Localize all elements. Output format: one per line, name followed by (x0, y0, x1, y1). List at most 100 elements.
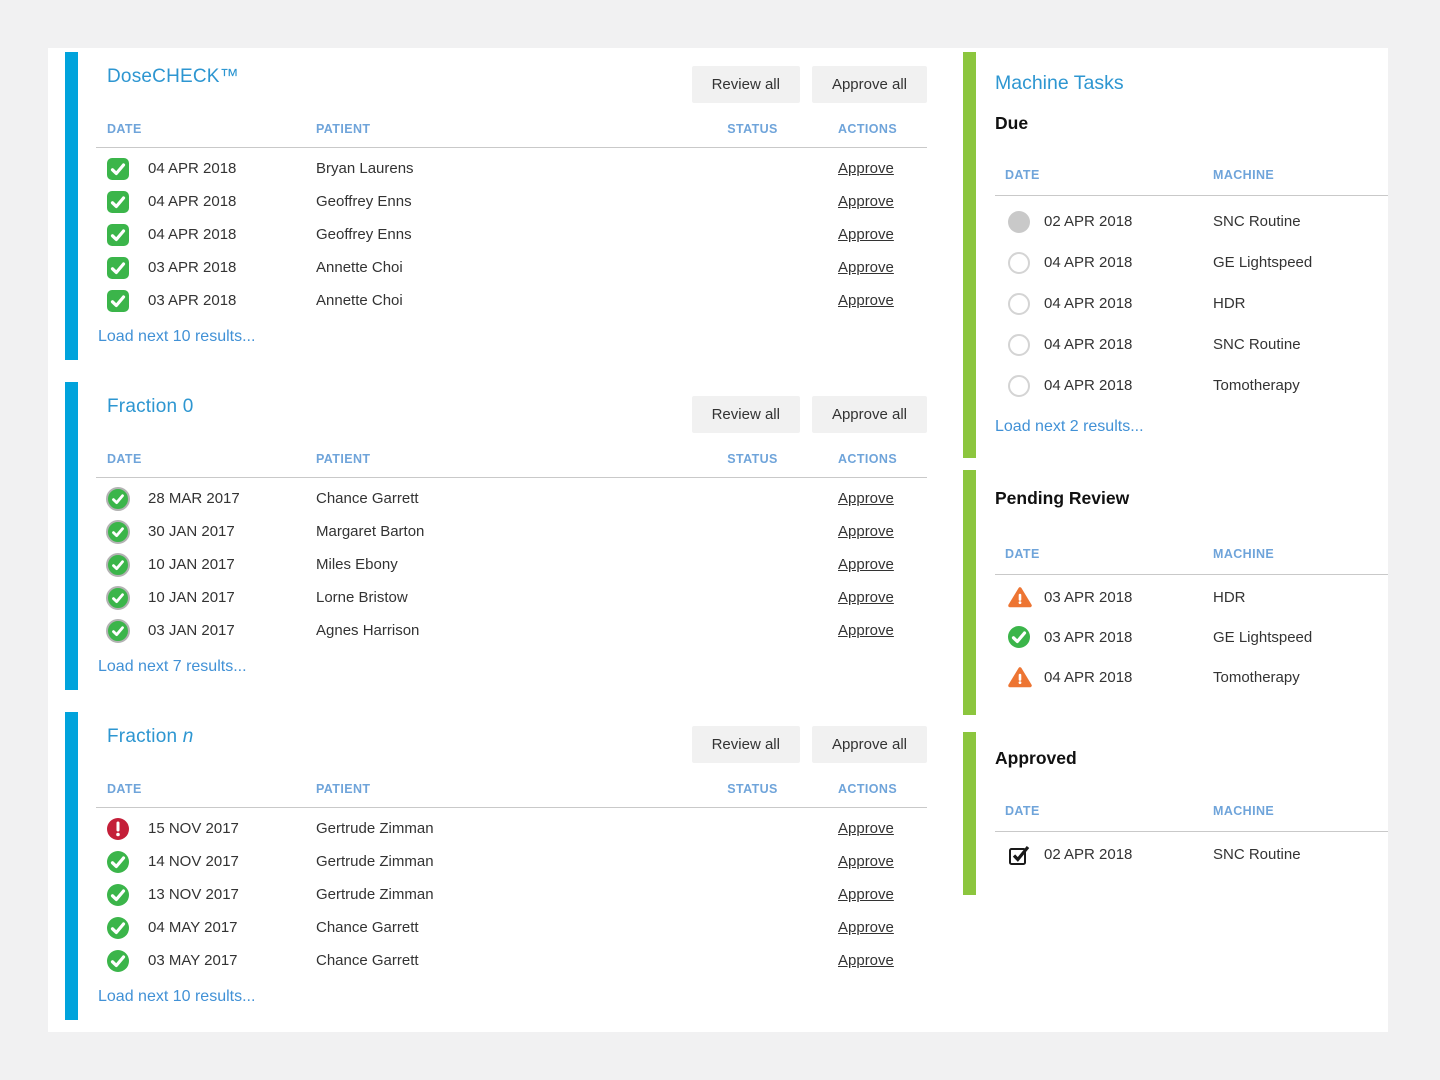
table-row: 02 APR 2018 SNC Routine (995, 201, 1388, 242)
approve-all-button[interactable]: Approve all (811, 66, 927, 103)
row-date: 04 MAY 2017 (148, 919, 238, 936)
check-circle-icon (107, 949, 129, 972)
check-square-icon (107, 190, 129, 213)
machine-tasks-title: Machine Tasks (995, 72, 1124, 94)
ringed-check-circle-icon (106, 519, 130, 544)
table-body: 02 APR 2018 SNC Routine 04 APR 2018 GE L… (995, 201, 1388, 406)
row-date: 03 APR 2018 (148, 292, 237, 309)
column-header-actions: ACTIONS (838, 122, 898, 136)
check-square-icon (107, 157, 129, 180)
row-patient: Miles Ebony (316, 556, 398, 573)
check-circle-icon (1008, 626, 1030, 648)
load-more-link[interactable]: Load next 10 results... (98, 328, 256, 345)
row-machine: SNC Routine (1213, 213, 1301, 230)
approve-link[interactable]: Approve (838, 853, 894, 870)
error-circle-icon (107, 817, 129, 840)
table-header: DATE PATIENT STATUS ACTIONS (107, 452, 927, 466)
header-divider (96, 477, 927, 478)
page-title: DoseCHECK™ (107, 66, 239, 88)
filled-circle-icon[interactable] (1008, 210, 1030, 233)
table-header: DATE MACHINE (1005, 804, 1388, 818)
row-patient: Gertrude Zimman (316, 886, 434, 903)
approve-link[interactable]: Approve (838, 523, 894, 540)
header-divider (995, 831, 1388, 832)
table-header: DATE PATIENT STATUS ACTIONS (107, 782, 927, 796)
row-date: 10 JAN 2017 (148, 556, 235, 573)
row-patient: Annette Choi (316, 292, 403, 309)
column-header-date: DATE (107, 452, 142, 466)
table-row: 04 APR 2018 GE Lightspeed (995, 242, 1388, 283)
row-date: 04 APR 2018 (1044, 377, 1133, 394)
table-row: 04 APR 2018 Bryan Laurens Approve (107, 152, 927, 185)
header-divider (995, 195, 1388, 196)
review-all-button[interactable]: Review all (691, 726, 800, 763)
approve-link[interactable]: Approve (838, 292, 894, 309)
approve-link[interactable]: Approve (838, 952, 894, 969)
approve-link[interactable]: Approve (838, 622, 894, 639)
panel-dosecheck: DoseCHECK™ Review all Approve all DATE P… (65, 52, 927, 360)
row-machine: HDR (1213, 588, 1246, 606)
row-machine: GE Lightspeed (1213, 254, 1313, 271)
review-all-button[interactable]: Review all (691, 66, 800, 103)
check-circle-icon (107, 916, 129, 939)
load-more-link[interactable]: Load next 7 results... (98, 658, 247, 675)
check-circle-icon (107, 883, 129, 906)
column-header-patient: PATIENT (316, 122, 371, 136)
ringed-check-circle-icon (106, 618, 130, 643)
panel-actions: Review all Approve all (691, 66, 927, 103)
table-row: 14 NOV 2017 Gertrude Zimman Approve (107, 845, 927, 878)
empty-circle-icon[interactable] (1008, 333, 1030, 356)
ringed-check-circle-icon (106, 585, 130, 610)
table-row: 03 MAY 2017 Chance Garrett Approve (107, 944, 927, 977)
load-more-link[interactable]: Load next 10 results... (98, 988, 256, 1005)
column-header-patient: PATIENT (316, 782, 371, 796)
table-row: 04 APR 2018 HDR (995, 283, 1388, 324)
column-header-patient: PATIENT (316, 452, 371, 466)
table-body: 03 APR 2018 HDR 03 APR 2018 GE Lightspee… (995, 577, 1388, 697)
approve-link[interactable]: Approve (838, 820, 894, 837)
column-header-machine: MACHINE (1213, 547, 1275, 561)
approve-link[interactable]: Approve (838, 193, 894, 210)
column-header-date: DATE (107, 782, 142, 796)
approve-all-button[interactable]: Approve all (811, 726, 927, 763)
column-header-status: STATUS (727, 452, 778, 466)
table-body: 28 MAR 2017 Chance Garrett Approve 30 JA… (106, 482, 927, 647)
load-more-link[interactable]: Load next 2 results... (995, 418, 1144, 435)
empty-circle-icon[interactable] (1008, 292, 1030, 315)
row-date: 04 APR 2018 (148, 193, 237, 210)
row-date: 04 APR 2018 (1044, 336, 1133, 353)
approve-link[interactable]: Approve (838, 490, 894, 507)
approve-link[interactable]: Approve (838, 886, 894, 903)
row-date: 04 APR 2018 (148, 160, 237, 177)
approve-link[interactable]: Approve (838, 556, 894, 573)
row-patient: Annette Choi (316, 259, 403, 276)
panel-title-text: DoseCHECK™ (107, 66, 239, 87)
column-header-actions: ACTIONS (838, 452, 898, 466)
row-machine: Tomotherapy (1213, 668, 1300, 686)
row-date: 04 APR 2018 (1044, 668, 1133, 686)
table-body: 04 APR 2018 Bryan Laurens Approve 04 APR… (107, 152, 927, 317)
review-all-button[interactable]: Review all (691, 396, 800, 433)
empty-circle-icon[interactable] (1008, 374, 1030, 397)
approve-all-button[interactable]: Approve all (811, 396, 927, 433)
approve-link[interactable]: Approve (838, 160, 894, 177)
column-header-actions: ACTIONS (838, 782, 898, 796)
table-row: 30 JAN 2017 Margaret Barton Approve (106, 515, 927, 548)
approve-link[interactable]: Approve (838, 919, 894, 936)
table-row: 28 MAR 2017 Chance Garrett Approve (106, 482, 927, 515)
table-row: 03 APR 2018 Annette Choi Approve (107, 284, 927, 317)
check-square-icon (107, 289, 129, 312)
check-square-icon (107, 223, 129, 246)
column-header-date: DATE (1005, 168, 1040, 182)
approve-link[interactable]: Approve (838, 226, 894, 243)
empty-circle-icon[interactable] (1008, 251, 1030, 274)
row-date: 03 APR 2018 (148, 259, 237, 276)
table-row: 10 JAN 2017 Lorne Bristow Approve (106, 581, 927, 614)
row-date: 02 APR 2018 (1044, 213, 1133, 230)
column-header-machine: MACHINE (1213, 804, 1275, 818)
column-header-date: DATE (107, 122, 142, 136)
column-header-date: DATE (1005, 547, 1040, 561)
approve-link[interactable]: Approve (838, 589, 894, 606)
approve-link[interactable]: Approve (838, 259, 894, 276)
